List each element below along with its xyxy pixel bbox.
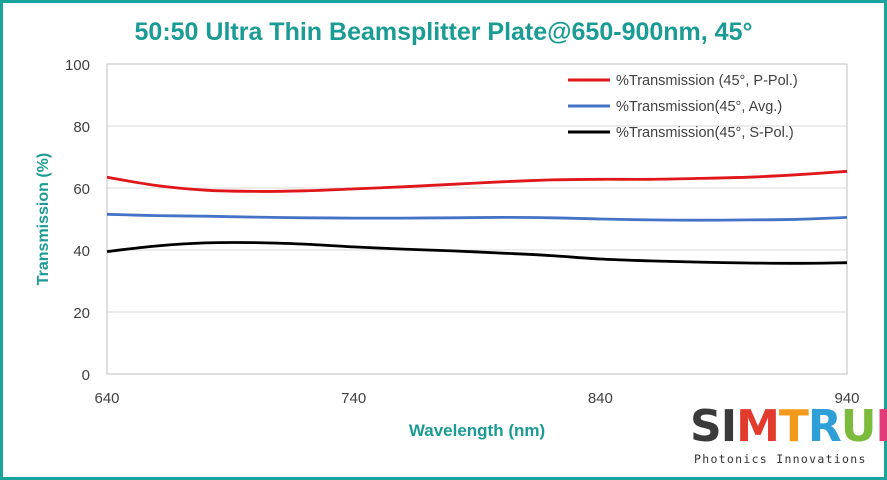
logo-wordmark: SIMTRUM xyxy=(690,405,887,449)
series-lines xyxy=(106,169,848,265)
x-axis-ticks: 640 740 840 940 xyxy=(94,390,859,407)
logo-letter: S xyxy=(690,401,722,452)
x-tick-label: 840 xyxy=(588,390,613,407)
simtrum-logo: SIMTRUM Photonics Innovations xyxy=(690,405,887,471)
x-axis-label: Wavelength (nm) xyxy=(409,421,545,440)
y-axis-ticks: 0 20 40 60 80 100 xyxy=(65,57,90,384)
y-tick-label: 60 xyxy=(73,181,90,198)
legend: %Transmission (45°, P-Pol.) %Transmission… xyxy=(568,73,798,141)
series-line xyxy=(106,212,848,222)
y-tick-label: 40 xyxy=(73,243,90,260)
logo-letter: M xyxy=(736,401,780,452)
series-line xyxy=(106,169,848,193)
series-line xyxy=(106,241,848,265)
x-tick-label: 640 xyxy=(94,390,119,407)
legend-entry: %Transmission (45°, P-Pol.) xyxy=(616,73,798,89)
legend-entry: %Transmission(45°, Avg.) xyxy=(616,99,782,115)
y-axis-label: Transmission (%) xyxy=(35,153,52,285)
logo-letter: T xyxy=(778,401,809,452)
y-tick-label: 0 xyxy=(82,367,90,384)
logo-tagline: Photonics Innovations xyxy=(694,452,867,466)
y-tick-label: 80 xyxy=(73,119,90,136)
plot-area xyxy=(106,63,848,375)
y-tick-label: 100 xyxy=(65,57,90,74)
x-tick-label: 940 xyxy=(834,390,859,407)
chart-title: 50:50 Ultra Thin Beamsplitter Plate@650-… xyxy=(134,18,753,46)
logo-letter: R xyxy=(807,401,842,452)
x-tick-label: 740 xyxy=(341,390,366,407)
logo-letter: M xyxy=(876,401,887,452)
logo-letter: U xyxy=(840,401,877,452)
logo-letter: I xyxy=(720,401,737,452)
legend-entry: %Transmission(45°, S-Pol.) xyxy=(616,125,794,141)
y-tick-label: 20 xyxy=(73,305,90,322)
